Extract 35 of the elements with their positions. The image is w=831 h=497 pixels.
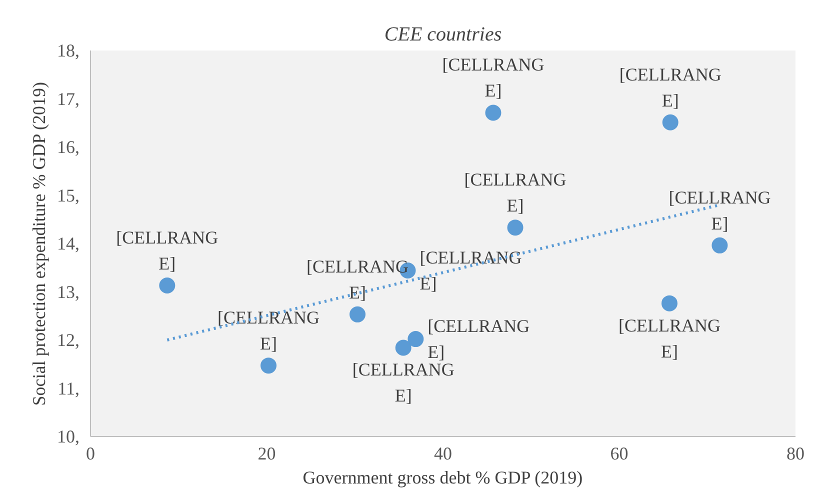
y-axis-title: Social protection expenditure % GDP (2019) [29, 82, 49, 406]
y-tick-label: 17, [57, 88, 80, 109]
point [712, 237, 728, 254]
data-label: [CELLRANG E] [442, 54, 544, 101]
y-tick-label: 18, [57, 40, 80, 60]
data-label: [CELLRANG E] [352, 360, 454, 406]
x-tick-label: 20 [258, 444, 276, 464]
point [662, 114, 678, 130]
point [485, 104, 502, 121]
y-tick-label: 11, [58, 378, 80, 398]
x-tick-label: 60 [610, 444, 628, 464]
y-tick-label: 12, [57, 330, 80, 350]
data-label: [CELLRANG E] [618, 315, 720, 362]
data-label: [CELLRANG E] [668, 187, 771, 234]
point [159, 277, 176, 294]
point [507, 220, 524, 236]
data-label: [CELLRANG E] [116, 227, 218, 274]
x-tick-label: 40 [434, 444, 452, 464]
y-tick-label: 15, [57, 185, 80, 206]
x-axis-title: Government gross debt % GDP (2019) [302, 468, 583, 488]
data-label: [CELLRANG E] [464, 170, 566, 216]
point [661, 295, 678, 312]
y-tick-label: 16, [57, 137, 80, 157]
y-tick-label: 14, [57, 234, 80, 254]
point [260, 358, 277, 374]
y-tick-label: 10, [57, 426, 80, 446]
data-label: [CELLRANG E] [619, 64, 722, 110]
chart-title: CEE countries [384, 24, 502, 46]
point [395, 340, 412, 356]
y-tick-label: 13, [57, 282, 80, 302]
point [408, 331, 424, 348]
data-label: [CELLRANG E] [428, 316, 530, 362]
point [350, 306, 366, 322]
x-tick-label: 0 [86, 444, 95, 464]
x-tick-label: 80 [786, 444, 804, 464]
